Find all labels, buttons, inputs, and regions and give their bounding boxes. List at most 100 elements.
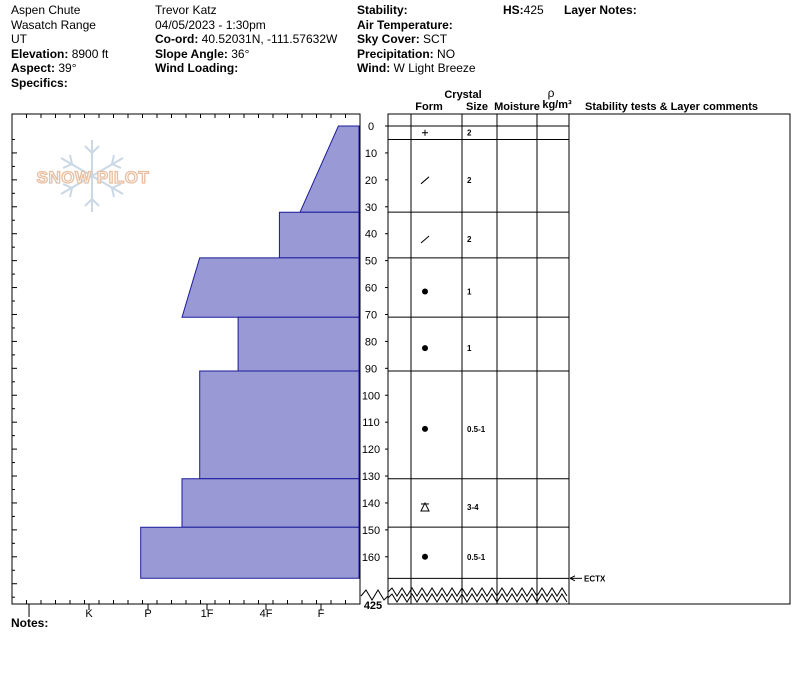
slope-label: Slope Angle: <box>155 46 228 61</box>
wind-loading: Wind Loading: <box>155 61 337 76</box>
state: UT <box>11 32 27 46</box>
watermark-text: SNOW PILOT <box>37 168 150 187</box>
moisture-header: Moisture <box>494 101 540 113</box>
arrow-head-icon <box>569 575 576 582</box>
layer-size-3: 2 <box>467 235 472 244</box>
precipitation: Precipitation: NO <box>357 47 476 62</box>
form-header: Form <box>415 101 443 113</box>
depth-break-zigzag-lower <box>387 593 568 603</box>
mountain-range: Wasatch Range <box>11 17 96 32</box>
depth-label-50: 50 <box>365 256 377 268</box>
specifics-label: Specifics: <box>11 75 68 90</box>
density-symbol-header: ρ <box>548 86 555 100</box>
depth-label-130: 130 <box>362 471 380 483</box>
sky-value: SCT <box>419 32 448 46</box>
hs-value: 425 <box>523 3 544 17</box>
sky-cover: Sky Cover: SCT <box>357 32 476 47</box>
hardness-label-p: P <box>144 608 151 620</box>
hardness-segment-7 <box>140 526 360 579</box>
hardness-segment-1 <box>299 125 360 213</box>
hardness-segment-3 <box>181 257 360 318</box>
elevation-value: 8900 ft <box>68 46 109 61</box>
depth-break-zigzag-upper <box>387 587 568 597</box>
notes-label: Notes: <box>11 616 49 630</box>
slope-value: 36° <box>227 46 250 61</box>
depth-label-60: 60 <box>365 283 377 295</box>
layer-size-5: 1 <box>467 344 472 353</box>
air-temp-label: Air Temperature: <box>357 17 453 32</box>
decomposing-fragment-icon <box>420 235 430 244</box>
hardness-segment-2 <box>278 211 360 259</box>
total-depth-label: 425 <box>364 600 382 612</box>
rounded-grain-icon <box>422 425 428 432</box>
layer-notes: Layer Notes: <box>564 3 637 18</box>
coord-value: 40.52031N, -111.57632W <box>198 32 338 46</box>
column-headers: Crystal Form Size Moisture ρ kg/m³ Stabi… <box>415 86 758 113</box>
slope-angle: Slope Angle: 36° <box>155 47 337 62</box>
depth-label-0: 0 <box>368 121 374 133</box>
snowflake-icon <box>60 140 124 212</box>
hardness-segment-6 <box>181 478 360 528</box>
layer-symbols <box>420 129 430 560</box>
hardness-label-f: F <box>318 608 325 620</box>
precip-value: NO <box>433 46 456 61</box>
depth-label-90: 90 <box>365 363 377 375</box>
coord-label: Co-ord: <box>155 32 199 46</box>
stability-label: Stability: <box>357 3 408 17</box>
observer-name: Trevor Katz <box>155 3 217 17</box>
layer-size-4: 1 <box>467 288 472 297</box>
layer-rows <box>388 138 569 579</box>
hardness-segment-5 <box>199 370 360 480</box>
hardness-profile <box>140 125 360 579</box>
hardness-axis-labels: I K P 1F 4F F <box>27 604 325 620</box>
aspect: Aspect: 39° <box>11 61 108 76</box>
rounded-grain-icon <box>422 345 428 352</box>
depth-label-40: 40 <box>365 229 377 241</box>
precip-plus-icon <box>422 129 428 136</box>
header-observation-info: Trevor Katz 04/05/2023 - 1:30pm Co-ord: … <box>155 3 337 76</box>
location-name: Aspen Chute <box>11 3 81 17</box>
elevation-label: Elevation: <box>11 46 69 61</box>
hardness-label-1f: 1F <box>201 608 214 620</box>
specifics: Specifics: <box>11 76 108 91</box>
hardness-label-i: I <box>27 608 30 620</box>
hardness-graph-ticks <box>12 114 346 604</box>
layer-size-1: 2 <box>467 129 472 138</box>
hardness-label-k: K <box>85 608 93 620</box>
wind-value: W Light Breeze <box>390 61 476 75</box>
depth-label-110: 110 <box>362 417 380 429</box>
aspect-value: 39° <box>55 61 77 75</box>
depth-label-150: 150 <box>362 525 380 537</box>
depth-label-10: 10 <box>365 148 377 160</box>
depth-break <box>360 587 568 603</box>
header-site-info: Aspen Chute Wasatch Range UT Elevation: … <box>11 3 108 90</box>
depth-break-left <box>360 589 389 601</box>
wind-loading-label: Wind Loading: <box>155 61 239 75</box>
layer-size-8: 0.5-1 <box>467 553 486 562</box>
stability-comments-header: Stability tests & Layer comments <box>585 101 758 113</box>
observation-datetime: 04/05/2023 - 1:30pm <box>155 17 266 32</box>
layer-size-6: 0.5-1 <box>467 425 486 434</box>
depth-label-20: 20 <box>365 175 377 187</box>
depth-label-140: 140 <box>362 498 380 510</box>
depth-hoar-icon <box>420 501 430 512</box>
stability-test-marker: ECTX <box>569 574 606 583</box>
snow-height: HS:425 <box>503 3 544 18</box>
layer-table-frame <box>387 113 791 605</box>
hs-label: HS: <box>503 3 524 17</box>
air-temperature: Air Temperature: <box>357 18 476 33</box>
stability-tests: ECTX <box>569 574 606 583</box>
depth-label-100: 100 <box>362 390 380 402</box>
depth-label-120: 120 <box>362 444 380 456</box>
layer-size-7: 3-4 <box>467 503 479 512</box>
layer-size-2: 2 <box>467 176 472 185</box>
depth-label-30: 30 <box>365 202 377 214</box>
depth-axis: 0 10 20 30 40 50 60 70 80 90 100 110 120 130 140 150 160 <box>362 121 388 564</box>
snowpilot-watermark: SNOW PILOT <box>36 140 150 212</box>
depth-label-160: 160 <box>362 552 380 564</box>
size-header: Size <box>466 101 488 113</box>
hardness-segment-4 <box>237 316 360 372</box>
coordinates: Co-ord: 40.52031N, -111.57632W <box>155 32 337 47</box>
precip-label: Precipitation: <box>357 46 434 61</box>
